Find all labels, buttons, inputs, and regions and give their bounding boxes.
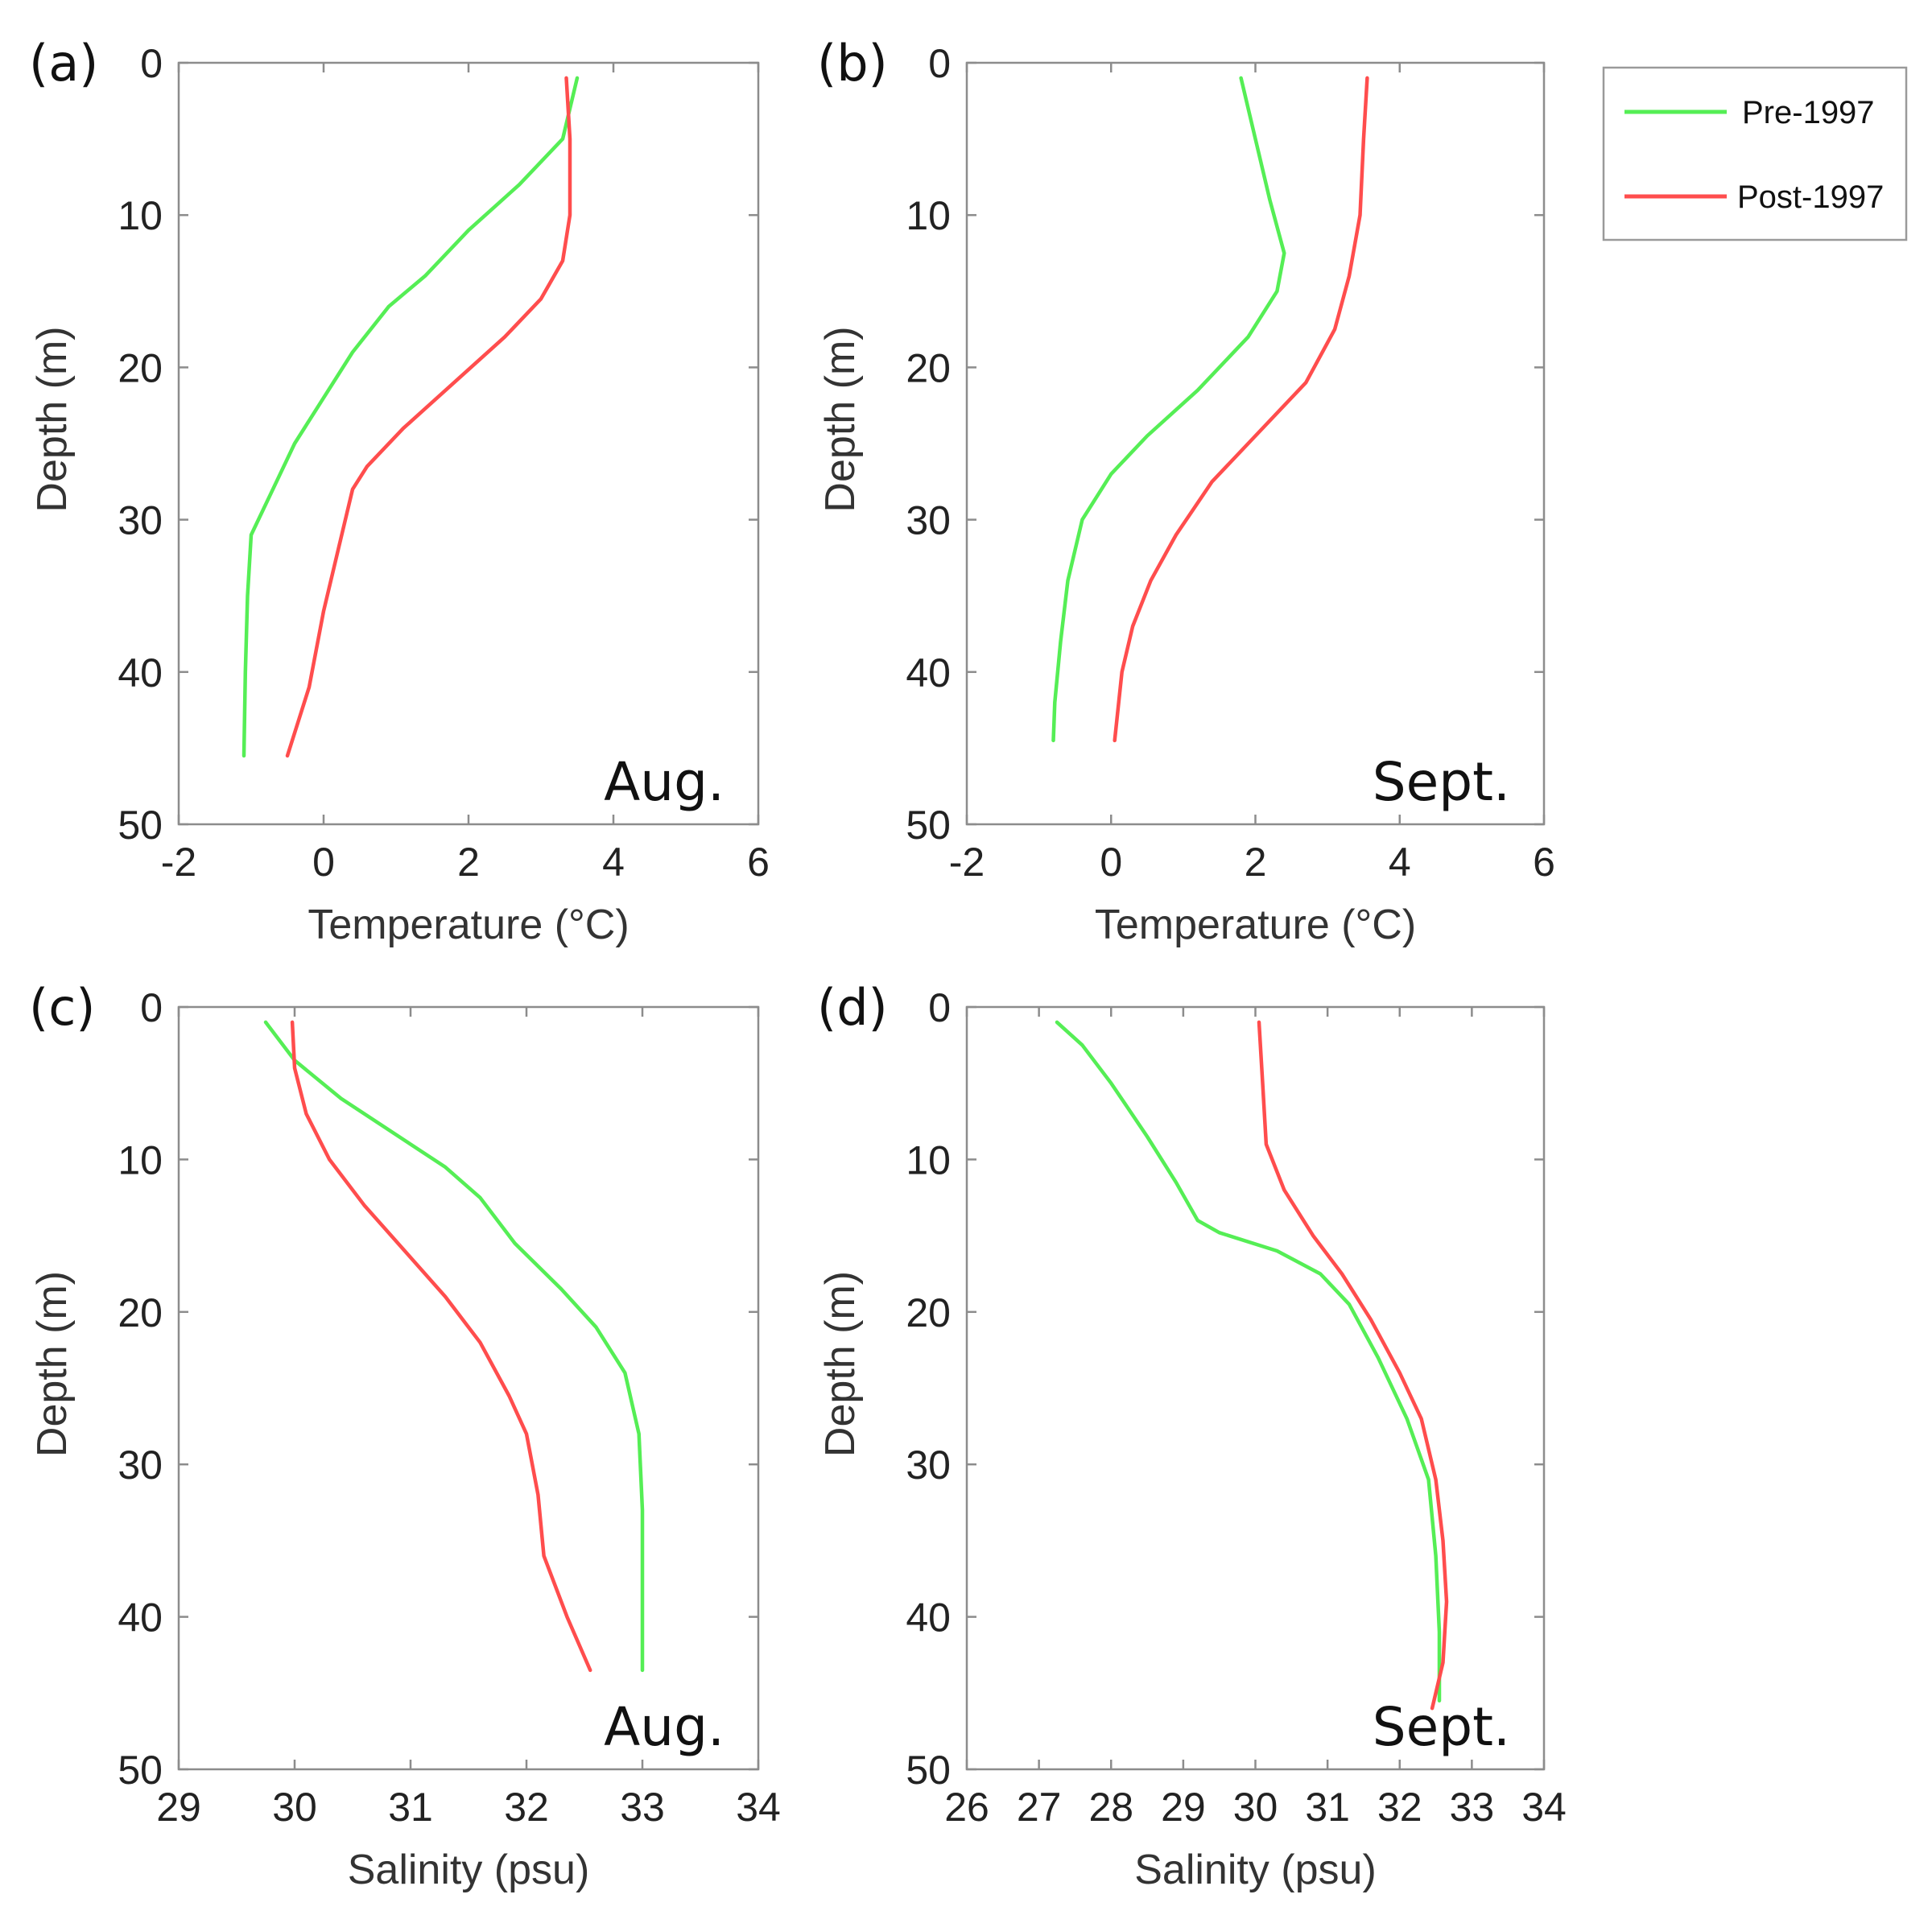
y-tick-label: 30 bbox=[906, 1442, 951, 1488]
panel-tag-d: (d) bbox=[817, 978, 888, 1037]
y-tick-label: 20 bbox=[906, 345, 951, 390]
y-axis-label-d: Depth (m) bbox=[817, 1271, 864, 1457]
legend-label-pre-1997: Pre-1997 bbox=[1742, 95, 1875, 130]
x-tick-label: 26 bbox=[944, 1785, 989, 1830]
x-tick-label: -2 bbox=[949, 840, 985, 885]
panel-b: -2 0 2 4 6 0 10 20 30 40 50 Temperature (°C) Depth (… bbox=[817, 34, 1555, 948]
x-tick-label: 34 bbox=[736, 1785, 781, 1830]
x-axis-label-b: Temperature (°C) bbox=[1095, 902, 1416, 948]
x-tick-label: 0 bbox=[312, 840, 335, 885]
panel-tag-c: (c) bbox=[29, 978, 95, 1037]
y-tick-label: 30 bbox=[906, 498, 951, 543]
y-tick-label: 0 bbox=[928, 41, 951, 86]
plot-frame-a bbox=[177, 61, 760, 826]
series-line-pre-1997-a bbox=[242, 76, 580, 758]
x-tick-label: 34 bbox=[1521, 1785, 1567, 1830]
x-tick-label: 6 bbox=[1533, 840, 1555, 885]
month-label-b: Sept. bbox=[1373, 751, 1510, 813]
series-line-pre-1997-d bbox=[1055, 1020, 1442, 1703]
y-tick-label: 20 bbox=[906, 1290, 951, 1335]
x-tick-label: 0 bbox=[1100, 840, 1122, 885]
y-axis-label-a: Depth (m) bbox=[29, 326, 76, 512]
y-tick-label: 40 bbox=[118, 1595, 163, 1641]
y-tick-label: 50 bbox=[906, 1748, 951, 1793]
x-tick-label: 30 bbox=[1233, 1785, 1278, 1830]
x-tick-label: 27 bbox=[1017, 1785, 1062, 1830]
series-line-pre-1997-c bbox=[263, 1020, 645, 1673]
x-tick-label: 2 bbox=[1245, 840, 1267, 885]
month-label-d: Sept. bbox=[1373, 1696, 1510, 1758]
legend: Pre-1997 Post-1997 bbox=[1602, 66, 1908, 241]
y-tick-label: 20 bbox=[118, 345, 163, 390]
x-tick-label: 29 bbox=[1161, 1785, 1206, 1830]
series-line-pre-1997-b bbox=[1051, 76, 1286, 743]
x-tick-label: 31 bbox=[1305, 1785, 1350, 1830]
x-tick-label: 33 bbox=[1450, 1785, 1495, 1830]
legend-label-post-1997: Post-1997 bbox=[1737, 180, 1884, 215]
y-tick-label: 30 bbox=[118, 498, 163, 543]
x-tick-label: 29 bbox=[156, 1785, 201, 1830]
y-tick-label: 30 bbox=[118, 1442, 163, 1488]
x-tick-label: 32 bbox=[504, 1785, 549, 1830]
y-tick-label: 0 bbox=[140, 41, 163, 86]
x-tick-label: 28 bbox=[1088, 1785, 1133, 1830]
series-line-post-1997-c bbox=[290, 1020, 592, 1673]
y-axis-label-b: Depth (m) bbox=[817, 326, 864, 512]
panel-tag-b: (b) bbox=[817, 34, 888, 93]
y-tick-label: 10 bbox=[118, 193, 163, 238]
y-tick-label: 0 bbox=[928, 985, 951, 1030]
x-tick-label: 30 bbox=[272, 1785, 317, 1830]
panel-a: -2 0 2 4 6 0 10 20 30 40 50 Temperature (°C) Depth (… bbox=[29, 34, 770, 948]
series-line-post-1997-a bbox=[285, 76, 572, 758]
panel-d: 26 27 28 29 30 31 32 33 34 0 10 20 30 40 50 Salinity (p… bbox=[817, 978, 1567, 1893]
x-tick-label: 4 bbox=[602, 840, 625, 885]
month-label-a: Aug. bbox=[604, 751, 724, 813]
series-line-post-1997-b bbox=[1113, 76, 1369, 743]
x-tick-label: -2 bbox=[161, 840, 196, 885]
y-tick-label: 50 bbox=[118, 1748, 163, 1793]
y-axis-label-c: Depth (m) bbox=[29, 1271, 76, 1457]
x-tick-label: 6 bbox=[747, 840, 770, 885]
y-tick-label: 40 bbox=[906, 1595, 951, 1641]
x-tick-label: 4 bbox=[1389, 840, 1411, 885]
x-tick-label: 33 bbox=[620, 1785, 665, 1830]
month-label-c: Aug. bbox=[604, 1696, 724, 1758]
x-axis-label-a: Temperature (°C) bbox=[308, 902, 629, 948]
y-tick-label: 0 bbox=[140, 985, 163, 1030]
x-tick-label: 32 bbox=[1377, 1785, 1422, 1830]
y-tick-label: 10 bbox=[906, 1137, 951, 1182]
y-tick-label: 40 bbox=[906, 650, 951, 695]
legend-box bbox=[1602, 66, 1908, 241]
plot-frame-d bbox=[965, 1005, 1546, 1771]
x-tick-label: 31 bbox=[388, 1785, 433, 1830]
panel-tag-a: (a) bbox=[29, 34, 98, 93]
series-line-post-1997-d bbox=[1257, 1020, 1449, 1711]
y-tick-label: 10 bbox=[906, 193, 951, 238]
y-tick-label: 40 bbox=[118, 650, 163, 695]
y-tick-label: 20 bbox=[118, 1290, 163, 1335]
y-tick-label: 50 bbox=[906, 803, 951, 848]
x-axis-label-c: Salinity (psu) bbox=[348, 1847, 590, 1893]
y-tick-label: 10 bbox=[118, 1137, 163, 1182]
panel-c: 29 30 31 32 33 34 0 10 20 30 40 50 Salinity (psu) Dep… bbox=[29, 978, 781, 1893]
y-tick-label: 50 bbox=[118, 803, 163, 848]
x-tick-label: 2 bbox=[457, 840, 480, 885]
x-axis-label-d: Salinity (psu) bbox=[1134, 1847, 1377, 1893]
plot-frame-c bbox=[177, 1005, 760, 1771]
